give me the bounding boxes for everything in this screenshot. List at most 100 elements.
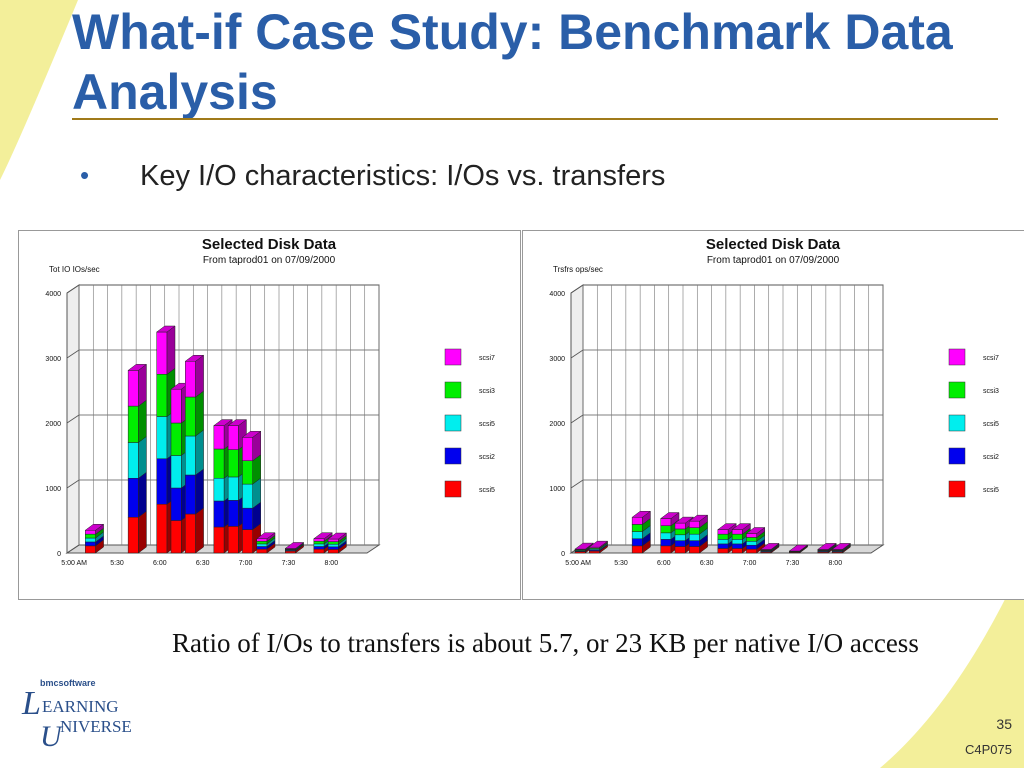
x-tick-label: 7:30 [282,560,296,567]
bar-top [184,355,205,362]
bar-segment-scsi2 [227,500,239,527]
bar-segment-scsi2 [156,458,168,505]
x-tick-label: 8:00 [828,560,842,567]
bar-segment-scsi2 [717,543,729,549]
gridline-y-side [66,414,80,424]
bar-segment-scsi5 [185,513,196,554]
y-tick-label: 3000 [45,356,61,363]
bar-segment-scsi7 [170,388,182,424]
bar-segment-scsi7 [156,331,168,375]
bar-segment-scsi5 [256,543,268,547]
gridline-y-side [570,284,584,294]
bar-segment-scsi2 [85,541,96,547]
bar-segment-scsi5 [227,476,239,501]
bar-segment-scsi2 [185,474,196,515]
bar-segment-scsi5 [85,545,96,554]
gridline-y-side [570,414,584,424]
bar-side-scsi5 [138,436,147,479]
bar-segment-scsi5 [327,543,339,548]
legend-swatch [444,480,462,498]
bar-side-scsi2 [138,471,147,518]
legend-swatch [948,414,966,432]
logo-initial-l: L [21,685,41,722]
bar-segment-scsi3 [731,533,743,540]
bar-segment-scsi5 [746,548,757,554]
bar-segment-scsi2 [256,546,268,550]
bar-segment-scsi2 [213,500,225,528]
y-tick-label: 3000 [549,356,565,363]
legend-label: scsi7 [983,355,999,362]
legend-swatch [948,381,966,399]
bar-top [717,523,737,530]
chart-transfers: Selected Disk Data From taprod01 on 07/09… [549,236,999,567]
bar-segment-scsi7 [746,533,757,538]
y-tick-label: 0 [561,551,565,558]
bar-side-scsi3 [138,399,147,443]
bar-top [817,543,837,550]
y-axis-label: Tot IO IOs/sec [49,265,100,274]
x-tick-label: 6:00 [657,560,671,567]
x-tick-label: 7:00 [239,560,253,567]
bar-top [759,543,780,550]
bar-segment-scsi5 [213,478,225,502]
bar-segment-scsi5 [156,504,168,554]
bar-segment-scsi2 [631,538,643,547]
y-tick-label: 2000 [45,421,61,428]
bar-segment-scsi5 [185,435,196,476]
chart-title: Selected Disk Data [202,236,337,253]
bar-side-scsi7 [166,325,176,375]
logo-brand-text: bmcsoftware [40,678,96,688]
bar-segment-scsi2 [674,540,686,547]
bar-segment-scsi5 [660,545,672,554]
bar-segment-scsi7 [689,520,700,528]
bar-segment-scsi5 [717,539,729,545]
bar-top [588,540,609,548]
x-tick-label: 5:00 AM [565,560,591,567]
gridline-y-side [66,544,80,554]
bar-segment-scsi7 [127,370,139,407]
bar-segment-scsi3 [746,537,757,542]
bar-top [631,511,652,518]
legend-label: scsi2 [983,454,999,461]
legend-swatch [948,480,966,498]
bar-segment-scsi3 [213,448,225,479]
bar-segment-scsi7 [85,530,96,535]
bar-segment-scsi5 [313,548,325,554]
bar-top [327,532,348,540]
bar-segment-scsi5 [170,455,182,489]
bullet-text: Key I/O characteristics: I/Os vs. transf… [140,160,666,192]
gridline-y-side [570,479,584,489]
bar-segment-scsi7 [731,529,743,535]
bar-segment-scsi5 [327,549,339,554]
bar-segment-scsi3 [689,527,700,535]
bar-top [284,542,305,549]
bar-segment-scsi2 [242,507,253,530]
bar-segment-scsi5 [689,546,700,554]
bar-segment-scsi5 [85,537,96,543]
bar-segment-scsi5 [631,545,643,554]
logo-line2: NIVERSE [60,717,132,736]
bar-top [674,516,695,524]
bar-segment-scsi3 [170,422,182,456]
bar-top [731,523,752,530]
slide-code: C4P075 [965,742,1012,757]
legend-label: scsi2 [479,454,495,461]
bar-segment-scsi5 [242,529,253,554]
bar-top [241,431,262,438]
bar-segment-scsi7 [674,522,686,530]
bar-segment-scsi2 [660,539,672,547]
bar-side-scsi3 [195,390,204,437]
bar-segment-scsi5 [227,526,239,554]
legend-swatch [444,381,462,399]
bar-segment-scsi5 [313,543,325,547]
bar-segment-scsi5 [731,539,743,545]
bar-segment-scsi3 [674,528,686,536]
bar-segment-scsi5 [256,548,268,554]
bar-side-scsi7 [195,354,204,398]
bar-segment-scsi5 [589,550,600,554]
bar-segment-scsi5 [660,532,672,540]
bullet-icon: • [80,160,90,190]
bar-top [84,524,105,531]
x-tick-label: 5:30 [614,560,628,567]
